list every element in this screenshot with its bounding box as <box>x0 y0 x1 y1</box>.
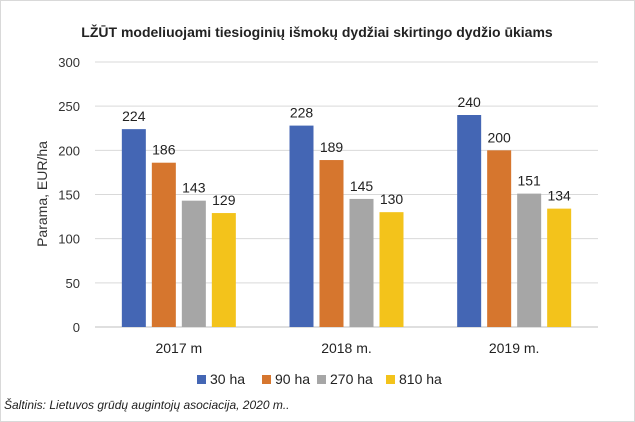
y-tick-label: 100 <box>58 232 80 247</box>
y-tick-label: 0 <box>73 320 80 335</box>
y-tick-label: 200 <box>58 143 80 158</box>
bar <box>151 162 176 327</box>
bar <box>181 200 206 327</box>
bar <box>547 208 572 327</box>
bar <box>121 129 146 327</box>
data-label: 186 <box>152 142 176 158</box>
legend-swatch <box>386 375 395 384</box>
data-label: 200 <box>487 129 511 145</box>
y-axis-ticks: 0 50 100 150 200 250 300 <box>58 55 80 335</box>
legend-label: 90 ha <box>275 371 310 387</box>
bar <box>319 160 344 327</box>
data-label: 189 <box>320 139 344 155</box>
legend-label: 30 ha <box>210 371 245 387</box>
bar <box>289 125 314 327</box>
y-axis-label: Parama, EUR/ha <box>34 141 50 247</box>
chart-title: LŽŪT modeliuojami tiesioginių išmokų dyd… <box>81 23 553 40</box>
bar <box>517 193 542 327</box>
legend-swatch <box>262 375 271 384</box>
x-category-label: 2019 m. <box>489 340 540 356</box>
data-label: 129 <box>212 192 236 208</box>
data-label: 134 <box>547 188 571 204</box>
data-label: 145 <box>350 178 374 194</box>
data-label: 143 <box>182 180 206 196</box>
data-label: 228 <box>290 105 314 121</box>
data-label: 130 <box>380 191 404 207</box>
y-tick-label: 50 <box>66 276 80 291</box>
data-label: 224 <box>122 108 146 124</box>
data-label: 151 <box>517 173 541 189</box>
legend-swatch <box>197 375 206 384</box>
data-label: 240 <box>457 94 481 110</box>
source-note: Šaltinis: Lietuvos grūdų augintojų asoci… <box>4 398 290 412</box>
legend-label: 270 ha <box>330 371 373 387</box>
x-category-label: 2018 m. <box>321 340 372 356</box>
gridlines <box>95 61 598 328</box>
bar <box>211 213 236 327</box>
bar <box>379 212 404 327</box>
bar <box>487 150 512 327</box>
y-tick-label: 150 <box>58 188 80 203</box>
y-tick-label: 300 <box>58 55 80 70</box>
y-tick-label: 250 <box>58 99 80 114</box>
bar <box>457 115 482 327</box>
x-category-label: 2017 m <box>155 340 202 356</box>
bar <box>349 198 374 327</box>
bar-series: 224 186 143 129 228 189 145 130 240 200 151 134 <box>121 94 572 327</box>
legend-swatch <box>317 375 326 384</box>
legend: 30 ha 90 ha 270 ha 810 ha <box>197 371 442 387</box>
x-axis-categories: 2017 m 2018 m. 2019 m. <box>155 340 539 356</box>
legend-label: 810 ha <box>399 371 442 387</box>
